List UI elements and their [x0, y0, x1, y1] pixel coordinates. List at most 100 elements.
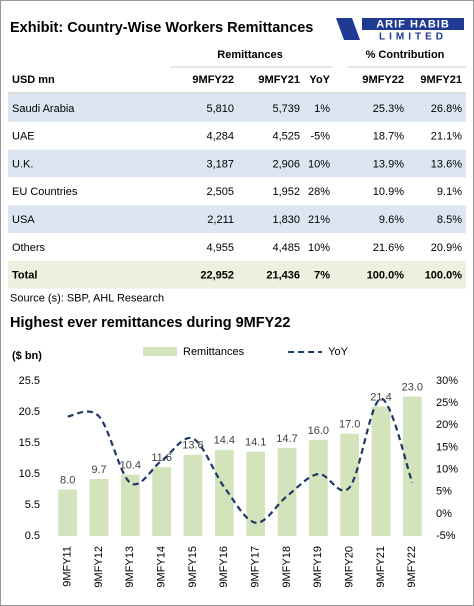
cell: Total — [12, 270, 37, 282]
logo-bottom: LIMITED — [379, 32, 447, 43]
cell: 7% — [314, 270, 330, 282]
cell: 21,436 — [266, 270, 300, 282]
cell: 13.6% — [431, 158, 462, 170]
y-tick-label: 0.5 — [25, 530, 40, 542]
bar — [340, 433, 360, 536]
table-row-bg — [8, 149, 466, 178]
cell: Saudi Arabia — [12, 103, 75, 115]
bar — [402, 396, 422, 536]
cell: 21.6% — [373, 242, 404, 254]
cell: 25.3% — [373, 103, 404, 115]
cell: 1,830 — [272, 214, 300, 226]
x-tick-label: 9MFY11 — [62, 546, 74, 587]
column-header: 9MFY22 — [192, 74, 234, 86]
legend-label: Remittances — [183, 346, 245, 358]
cell: U.K. — [12, 158, 33, 170]
x-tick-label: 9MFY20 — [344, 546, 356, 588]
data-label: 10.4 — [120, 460, 141, 472]
x-tick-label: 9MFY15 — [187, 546, 199, 588]
logo: ARIF HABIB LIMITED — [336, 18, 464, 43]
column-header: YoY — [309, 74, 330, 86]
source: Source (s): SBP, AHL Research — [10, 293, 164, 305]
logo-band — [362, 18, 464, 30]
x-tick-label: 9MFY14 — [156, 546, 168, 588]
bar — [246, 451, 266, 536]
bar — [371, 406, 391, 536]
exhibit-title: Exhibit: Country-Wise Workers Remittance… — [10, 20, 313, 36]
x-tick-label: 9MFY12 — [93, 546, 105, 588]
cell: 10% — [308, 158, 330, 170]
column-header: 9MFY21 — [420, 74, 462, 86]
data-label: 13.6 — [182, 440, 203, 452]
cell: UAE — [12, 131, 35, 143]
cell: -5% — [310, 131, 330, 143]
x-tick-label: 9MFY22 — [406, 546, 418, 588]
data-label: 14.4 — [214, 435, 235, 447]
column-header: USD mn — [12, 74, 55, 86]
group-header: % Contribution — [366, 49, 445, 61]
cell: 5,810 — [206, 103, 234, 115]
y-tick-label: 20.5 — [19, 406, 40, 418]
cell: 21.1% — [431, 131, 462, 143]
data-label: 23.0 — [402, 381, 423, 393]
bar — [120, 474, 140, 536]
table-row-bg — [8, 205, 466, 233]
y2-tick-label: 30% — [436, 375, 458, 387]
line — [67, 397, 414, 524]
bar — [89, 478, 109, 536]
legend-label: YoY — [328, 346, 348, 358]
legend-swatch — [143, 347, 177, 356]
cell: EU Countries — [12, 186, 78, 198]
cell: 2,505 — [206, 186, 234, 198]
y2-tick-label: 0% — [436, 508, 452, 520]
y-tick-label: 25.5 — [19, 375, 40, 387]
data-label: 8.0 — [60, 474, 75, 486]
cell: 4,955 — [206, 242, 234, 254]
chart-title: Highest ever remittances during 9MFY22 — [10, 315, 290, 331]
cell: USA — [12, 214, 35, 226]
cell: 20.9% — [431, 242, 462, 254]
cell: 4,525 — [272, 131, 300, 143]
cell: 13.9% — [373, 158, 404, 170]
data-label: 11.6 — [151, 452, 172, 464]
cell: 9.1% — [437, 186, 462, 198]
x-tick-label: 9MFY13 — [124, 546, 136, 588]
y2-tick-label: 20% — [436, 419, 458, 431]
x-tick-label: 9MFY16 — [218, 546, 230, 588]
total-row-bg — [8, 260, 466, 289]
group-header: Remittances — [217, 49, 282, 61]
cell: 10% — [308, 242, 330, 254]
data-label: 21.4 — [370, 391, 391, 403]
x-tick-label: 9MFY21 — [375, 546, 387, 588]
y-tick-label: 15.5 — [19, 437, 40, 449]
cell: 1% — [314, 103, 330, 115]
cell: 1,952 — [272, 186, 300, 198]
y2-tick-label: 15% — [436, 441, 458, 453]
cell: 21% — [308, 214, 330, 226]
cell: Others — [12, 242, 46, 254]
cell: 4,485 — [272, 242, 300, 254]
y2-tick-label: 10% — [436, 463, 458, 475]
y2-tick-label: 5% — [436, 486, 452, 498]
cell: 2,211 — [207, 214, 234, 226]
cell: 18.7% — [373, 131, 404, 143]
y2-tick-label: 25% — [436, 397, 458, 409]
cell: 8.5% — [437, 214, 462, 226]
cell: 100.0% — [425, 270, 463, 282]
x-tick-label: 9MFY18 — [281, 546, 293, 588]
x-tick-label: 9MFY17 — [250, 546, 262, 588]
bar — [58, 489, 78, 536]
cell: 26.8% — [431, 103, 462, 115]
bar — [308, 439, 328, 536]
data-label: 17.0 — [339, 419, 360, 431]
cell: 10.9% — [373, 186, 404, 198]
bar — [183, 454, 203, 536]
y-tick-label: 5.5 — [25, 499, 40, 511]
column-header: 9MFY21 — [258, 74, 300, 86]
cell: 3,187 — [206, 158, 234, 170]
data-label: 14.7 — [276, 433, 297, 445]
bar — [152, 467, 172, 536]
data-label: 14.1 — [245, 437, 266, 449]
data-label: 16.0 — [308, 425, 329, 437]
